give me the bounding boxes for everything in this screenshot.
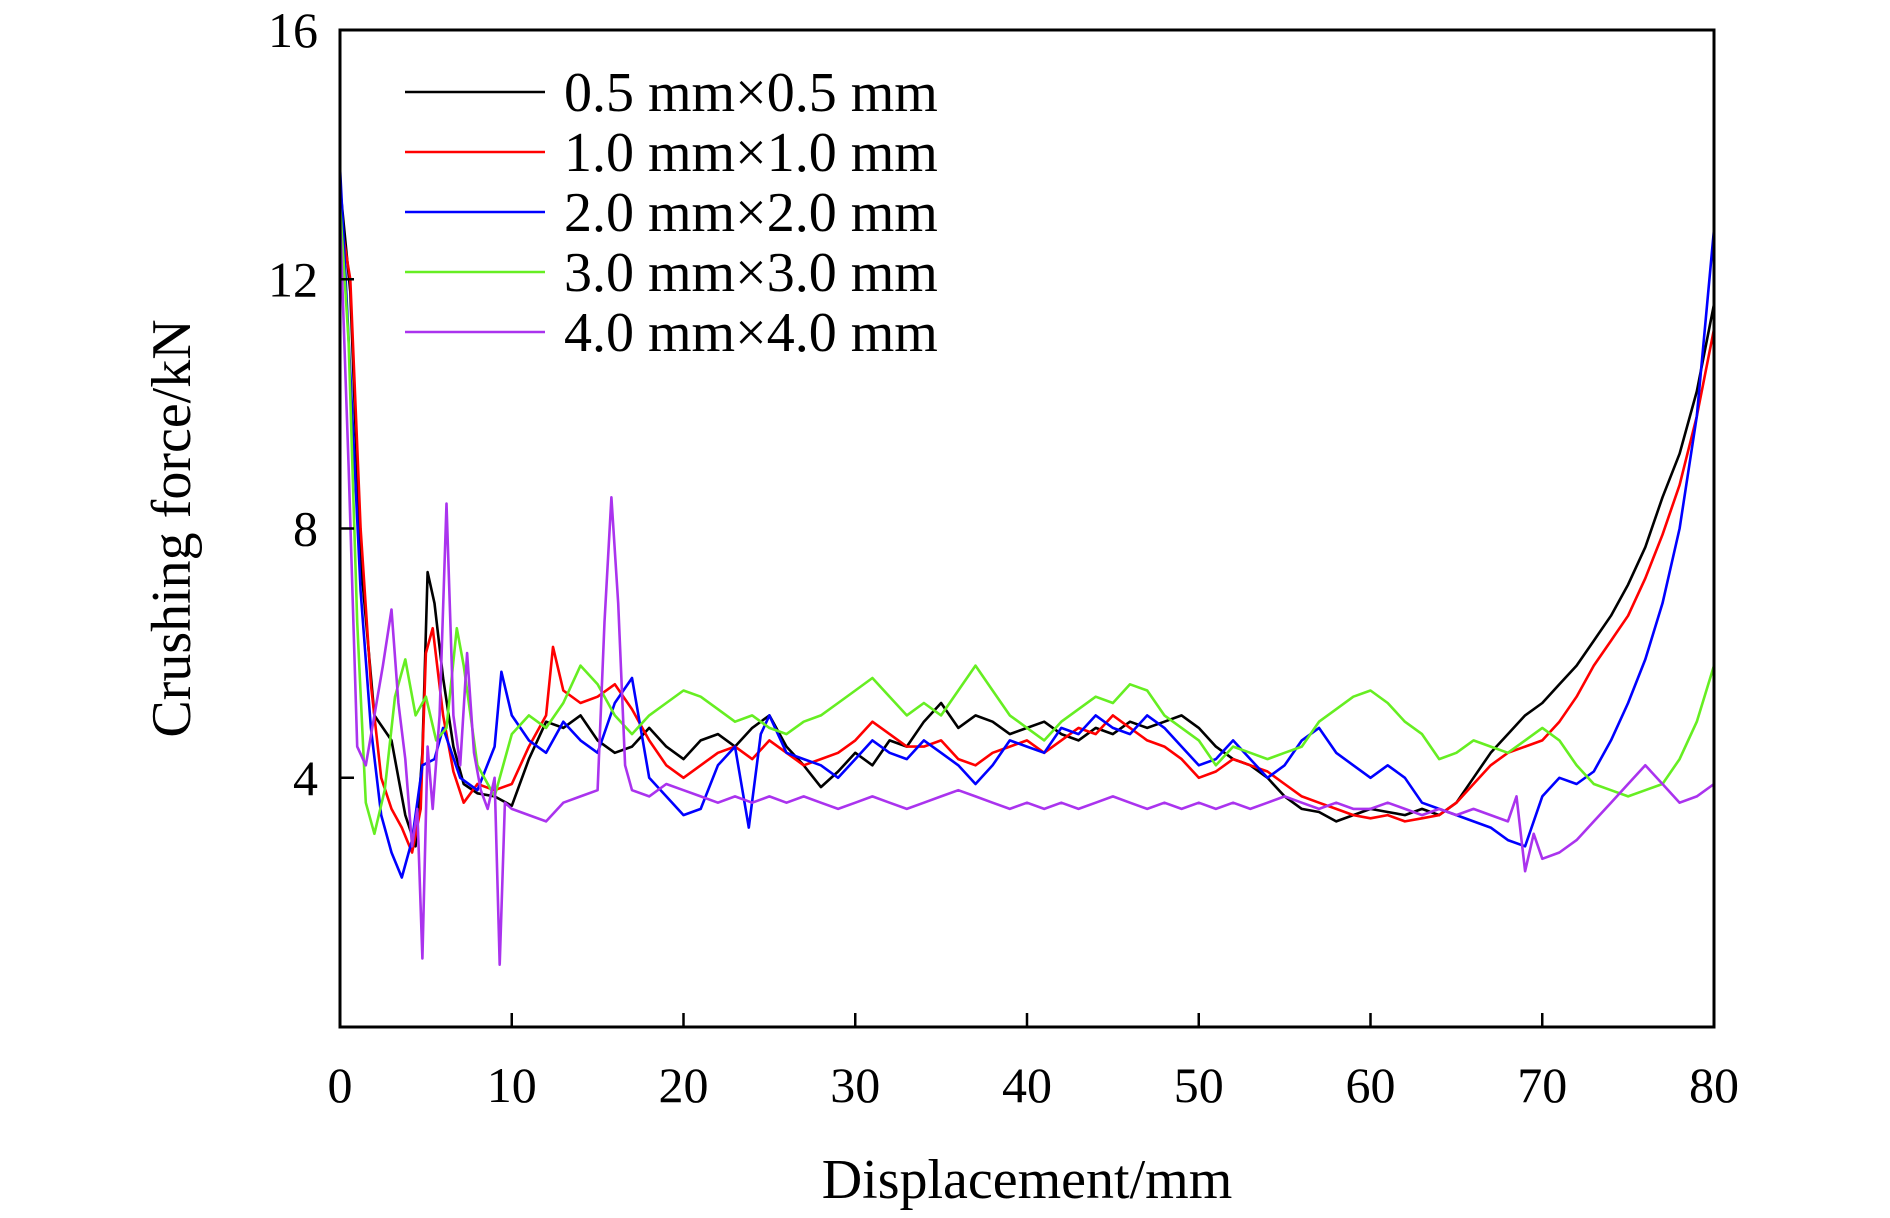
y-axis-title: Crushing force/kN	[141, 319, 203, 737]
series-line-5	[338, 216, 1715, 966]
x-tick-label: 20	[659, 1057, 709, 1113]
x-axis-title: Displacement/mm	[822, 1149, 1233, 1211]
x-tick-label: 80	[1689, 1057, 1739, 1113]
x-tick-label: 10	[487, 1057, 537, 1113]
legend-label-3: 2.0 mm×2.0 mm	[564, 182, 938, 244]
series-line-3	[338, 167, 1716, 879]
y-tick-label: 4	[293, 750, 318, 806]
y-tick-label: 16	[268, 2, 318, 58]
series-line-1	[338, 185, 1716, 848]
x-tick-label: 60	[1346, 1057, 1396, 1113]
legend-label-1: 0.5 mm×0.5 mm	[564, 62, 938, 124]
tick-layer: 0 10 20 30 40 50 60 70 80 4 8 12 16	[268, 2, 1739, 1113]
y-tick-label: 12	[268, 251, 318, 307]
legend: 0.5 mm×0.5 mm1.0 mm×1.0 mm2.0 mm×2.0 mm3…	[405, 62, 938, 364]
legend-label-2: 1.0 mm×1.0 mm	[564, 122, 938, 184]
series-layer	[338, 167, 1716, 966]
y-tick-label: 8	[293, 501, 318, 557]
x-tick-label: 50	[1174, 1057, 1224, 1113]
series-line-4	[338, 204, 1716, 836]
legend-label-5: 4.0 mm×4.0 mm	[564, 302, 938, 364]
x-tick-label: 40	[1002, 1057, 1052, 1113]
x-tick-label: 30	[830, 1057, 880, 1113]
series-line-2	[338, 216, 1716, 854]
x-tick-label: 0	[328, 1057, 353, 1113]
legend-label-4: 3.0 mm×3.0 mm	[564, 242, 938, 304]
x-tick-label: 70	[1517, 1057, 1567, 1113]
